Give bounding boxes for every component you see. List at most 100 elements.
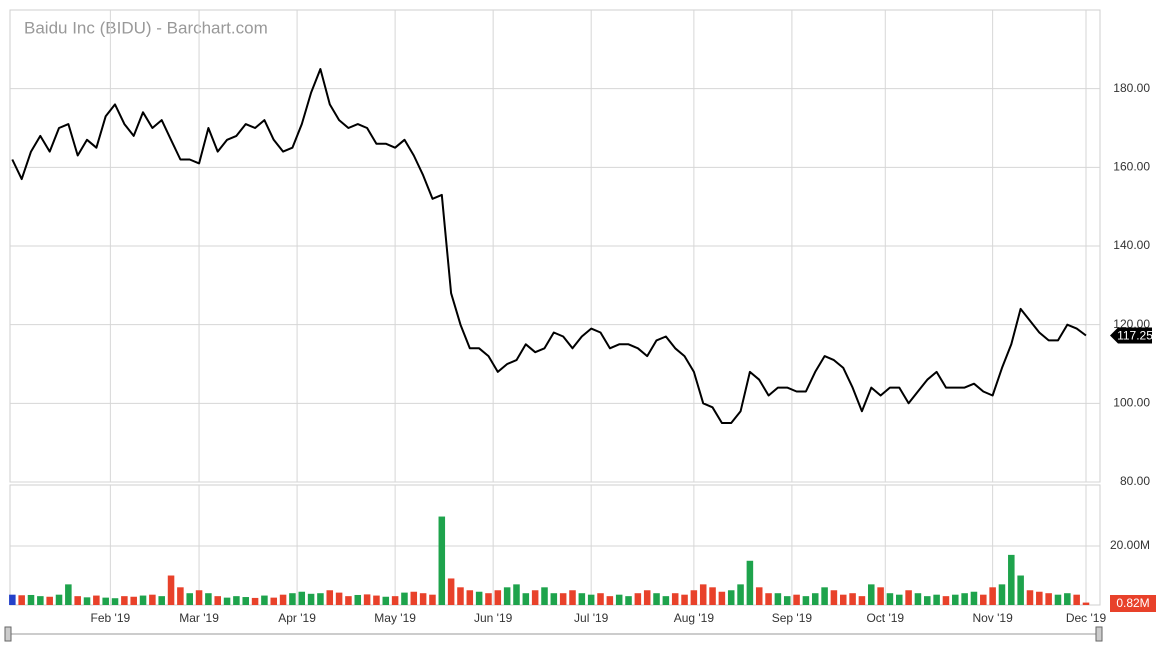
volume-bar bbox=[746, 560, 754, 605]
volume-bar bbox=[569, 590, 576, 605]
volume-bar bbox=[867, 584, 875, 605]
volume-bar bbox=[102, 597, 109, 605]
volume-bar bbox=[774, 593, 782, 605]
volume-bar bbox=[419, 593, 427, 605]
volume-bar bbox=[298, 591, 306, 605]
volume-bar bbox=[55, 594, 63, 605]
volume-bar bbox=[354, 594, 362, 605]
volume-bar bbox=[18, 595, 25, 605]
x-tick-label: Aug '19 bbox=[674, 611, 715, 625]
volume-bar bbox=[709, 587, 716, 605]
volume-bar bbox=[326, 590, 334, 605]
volume-bar bbox=[466, 590, 474, 605]
volume-bar bbox=[261, 595, 268, 605]
volume-bar bbox=[597, 593, 604, 605]
volume-bar bbox=[783, 596, 791, 605]
volume-bar bbox=[531, 590, 539, 605]
volume-bar bbox=[914, 593, 922, 605]
volume-bar bbox=[270, 597, 278, 605]
x-tick-label: Feb '19 bbox=[91, 611, 131, 625]
volume-bar bbox=[149, 594, 156, 605]
volume-bar bbox=[429, 594, 436, 605]
last-volume-label: 0.82M bbox=[1116, 596, 1149, 610]
x-tick-label: Sep '19 bbox=[772, 611, 813, 625]
volume-bar bbox=[662, 596, 670, 605]
y-tick-label: 100.00 bbox=[1113, 396, 1150, 410]
volume-bar bbox=[9, 594, 16, 605]
volume-bar bbox=[550, 593, 558, 605]
volume-bar bbox=[317, 593, 324, 605]
volume-bar bbox=[849, 593, 856, 605]
volume-bar bbox=[952, 594, 959, 605]
volume-bar bbox=[93, 595, 100, 605]
volume-bar bbox=[457, 587, 464, 605]
volume-bar bbox=[494, 590, 502, 605]
volume-bar bbox=[541, 587, 548, 605]
volume-bar bbox=[625, 596, 632, 605]
volume-bar bbox=[1036, 591, 1043, 605]
volume-bar bbox=[1045, 593, 1052, 605]
volume-bar bbox=[671, 593, 679, 605]
volume-bar bbox=[251, 597, 259, 605]
volume-bar bbox=[74, 596, 81, 605]
volume-bar bbox=[559, 593, 567, 605]
volume-bar bbox=[905, 590, 912, 605]
volume-bar bbox=[335, 592, 343, 605]
last-price-label: 117.25 bbox=[1117, 329, 1153, 343]
scroll-handle-left[interactable] bbox=[4, 626, 12, 642]
volume-bar bbox=[793, 594, 800, 605]
x-tick-label: Mar '19 bbox=[179, 611, 219, 625]
volume-bar bbox=[1008, 554, 1015, 605]
price-line bbox=[11, 68, 1087, 424]
volume-bar bbox=[1082, 602, 1090, 605]
volume-bar bbox=[924, 596, 931, 605]
volume-bar bbox=[279, 594, 287, 605]
volume-bar bbox=[401, 592, 408, 605]
volume-bar bbox=[830, 590, 838, 605]
volume-bar bbox=[447, 578, 455, 605]
volume-bar bbox=[158, 596, 165, 605]
volume-bar bbox=[718, 591, 726, 605]
volume-bar bbox=[242, 597, 250, 605]
x-tick-label: Dec '19 bbox=[1066, 611, 1107, 625]
volume-bar bbox=[83, 597, 91, 605]
volume-bar bbox=[46, 596, 53, 605]
volume-bar bbox=[615, 594, 623, 605]
y-tick-label: 140.00 bbox=[1113, 238, 1150, 252]
x-tick-label: Nov '19 bbox=[972, 611, 1013, 625]
volume-bar bbox=[1026, 590, 1034, 605]
x-tick-label: Jun '19 bbox=[474, 611, 513, 625]
y-tick-label: 160.00 bbox=[1113, 160, 1150, 174]
volume-bar bbox=[989, 587, 996, 605]
volume-bar bbox=[727, 590, 735, 605]
volume-bar bbox=[980, 594, 987, 605]
volume-bar bbox=[130, 596, 137, 605]
x-tick-label: Oct '19 bbox=[866, 611, 904, 625]
volume-bar bbox=[858, 596, 866, 605]
volume-bar bbox=[167, 575, 175, 605]
volume-bar bbox=[186, 593, 193, 605]
volume-bar bbox=[363, 594, 371, 605]
y-tick-label: 120.00 bbox=[1113, 317, 1150, 331]
volume-bar bbox=[475, 591, 483, 605]
volume-bar bbox=[485, 593, 492, 605]
volume-bar bbox=[345, 596, 352, 605]
volume-bar bbox=[37, 596, 44, 605]
y-tick-label: 20.00M bbox=[1110, 538, 1150, 552]
volume-bar bbox=[503, 587, 511, 605]
volume-bar bbox=[438, 516, 446, 605]
volume-bar bbox=[578, 593, 586, 605]
volume-bar bbox=[653, 593, 660, 605]
volume-bar bbox=[896, 594, 903, 605]
volume-bar bbox=[755, 587, 763, 605]
scroll-handle-right[interactable] bbox=[1095, 626, 1103, 642]
volume-bar bbox=[1064, 593, 1071, 605]
volume-bar bbox=[233, 596, 240, 605]
chart-title: Baidu Inc (BIDU) - Barchart.com bbox=[24, 18, 268, 37]
volume-bar bbox=[877, 587, 884, 605]
volume-bar bbox=[205, 593, 212, 605]
volume-bar bbox=[1073, 594, 1080, 605]
volume-bar bbox=[214, 596, 221, 605]
volume-bar bbox=[513, 584, 520, 605]
